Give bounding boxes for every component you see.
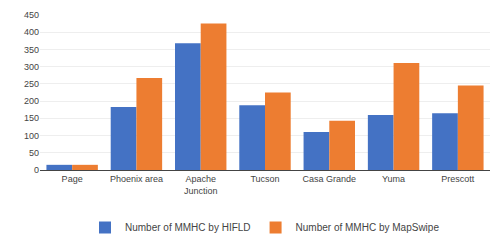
svg-text:Phoenix area: Phoenix area [110,174,163,184]
svg-text:Prescott: Prescott [441,174,475,184]
svg-text:0: 0 [34,165,39,175]
svg-text:Number of MMHC by HIFLD: Number of MMHC by HIFLD [125,222,251,233]
svg-text:Tucson: Tucson [250,174,279,184]
svg-text:250: 250 [24,79,39,89]
svg-text:300: 300 [24,62,39,72]
svg-text:Page: Page [62,174,83,184]
svg-text:350: 350 [24,45,39,55]
svg-text:ApacheJunction: ApacheJunction [184,174,218,196]
svg-text:450: 450 [24,10,39,20]
svg-text:Casa Grande: Casa Grande [303,174,357,184]
svg-text:Number of MMHC by MapSwipe: Number of MMHC by MapSwipe [296,222,440,233]
svg-text:Yuma: Yuma [382,174,405,184]
svg-text:400: 400 [24,27,39,37]
svg-text:100: 100 [24,131,39,141]
svg-text:50: 50 [29,148,39,158]
svg-text:200: 200 [24,96,39,106]
svg-text:150: 150 [24,113,39,123]
